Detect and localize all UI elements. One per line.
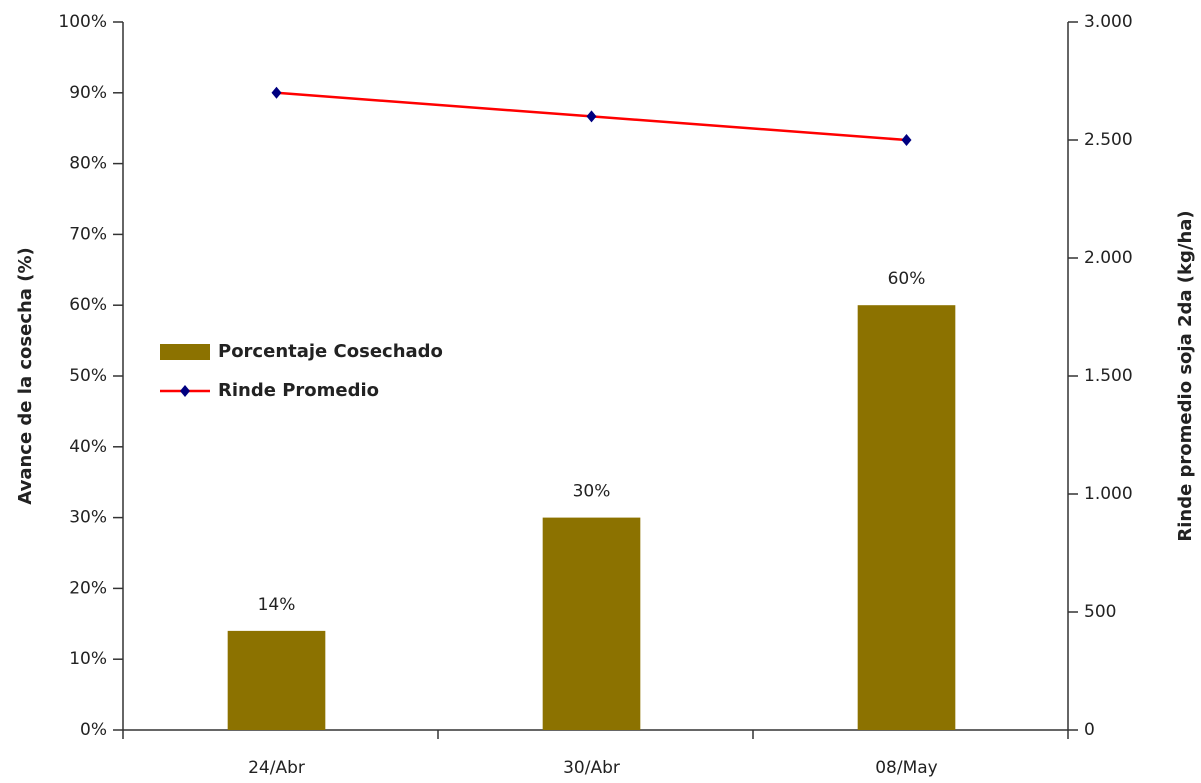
bar bbox=[857, 305, 956, 730]
x-tick-label: 24/Abr bbox=[248, 758, 305, 778]
data-label: 60% bbox=[888, 269, 926, 289]
y-tick-label: 10% bbox=[69, 649, 107, 669]
bar bbox=[227, 630, 326, 730]
y2-tick-label: 1.500 bbox=[1084, 366, 1133, 386]
y2-tick-label: 0 bbox=[1084, 720, 1095, 740]
y-tick-label: 100% bbox=[58, 12, 107, 32]
y-tick-label: 90% bbox=[69, 83, 107, 103]
data-label: 14% bbox=[258, 595, 296, 615]
y-tick-label: 30% bbox=[69, 508, 107, 528]
data-label: 30% bbox=[573, 482, 611, 502]
y-tick-label: 80% bbox=[69, 154, 107, 174]
y2-tick-label: 1.000 bbox=[1084, 484, 1133, 504]
y2-tick-label: 3.000 bbox=[1084, 12, 1133, 32]
y-tick-label: 50% bbox=[69, 366, 107, 386]
y-tick-label: 60% bbox=[69, 295, 107, 315]
y-tick-label: 40% bbox=[69, 437, 107, 457]
marker bbox=[271, 86, 282, 99]
y-tick-label: 20% bbox=[69, 578, 107, 598]
bar bbox=[542, 517, 641, 730]
marker bbox=[586, 110, 597, 123]
y2-axis-title: Rinde promedio soja 2da (kg/ha) bbox=[1175, 210, 1196, 541]
y-tick-label: 0% bbox=[80, 720, 107, 740]
x-tick-label: 08/May bbox=[875, 758, 938, 778]
y2-tick-label: 500 bbox=[1084, 602, 1116, 622]
y2-tick-label: 2.000 bbox=[1084, 248, 1133, 268]
y-axis-title: Avance de la cosecha (%) bbox=[15, 247, 36, 504]
marker bbox=[901, 134, 912, 146]
legend-label: Rinde Promedio bbox=[218, 380, 379, 401]
legend-swatch bbox=[160, 344, 210, 360]
x-tick-label: 30/Abr bbox=[563, 758, 620, 778]
y2-tick-label: 2.500 bbox=[1084, 130, 1133, 150]
y-tick-label: 70% bbox=[69, 224, 107, 244]
legend-marker bbox=[180, 385, 190, 397]
legend-label: Porcentaje Cosechado bbox=[218, 341, 443, 362]
